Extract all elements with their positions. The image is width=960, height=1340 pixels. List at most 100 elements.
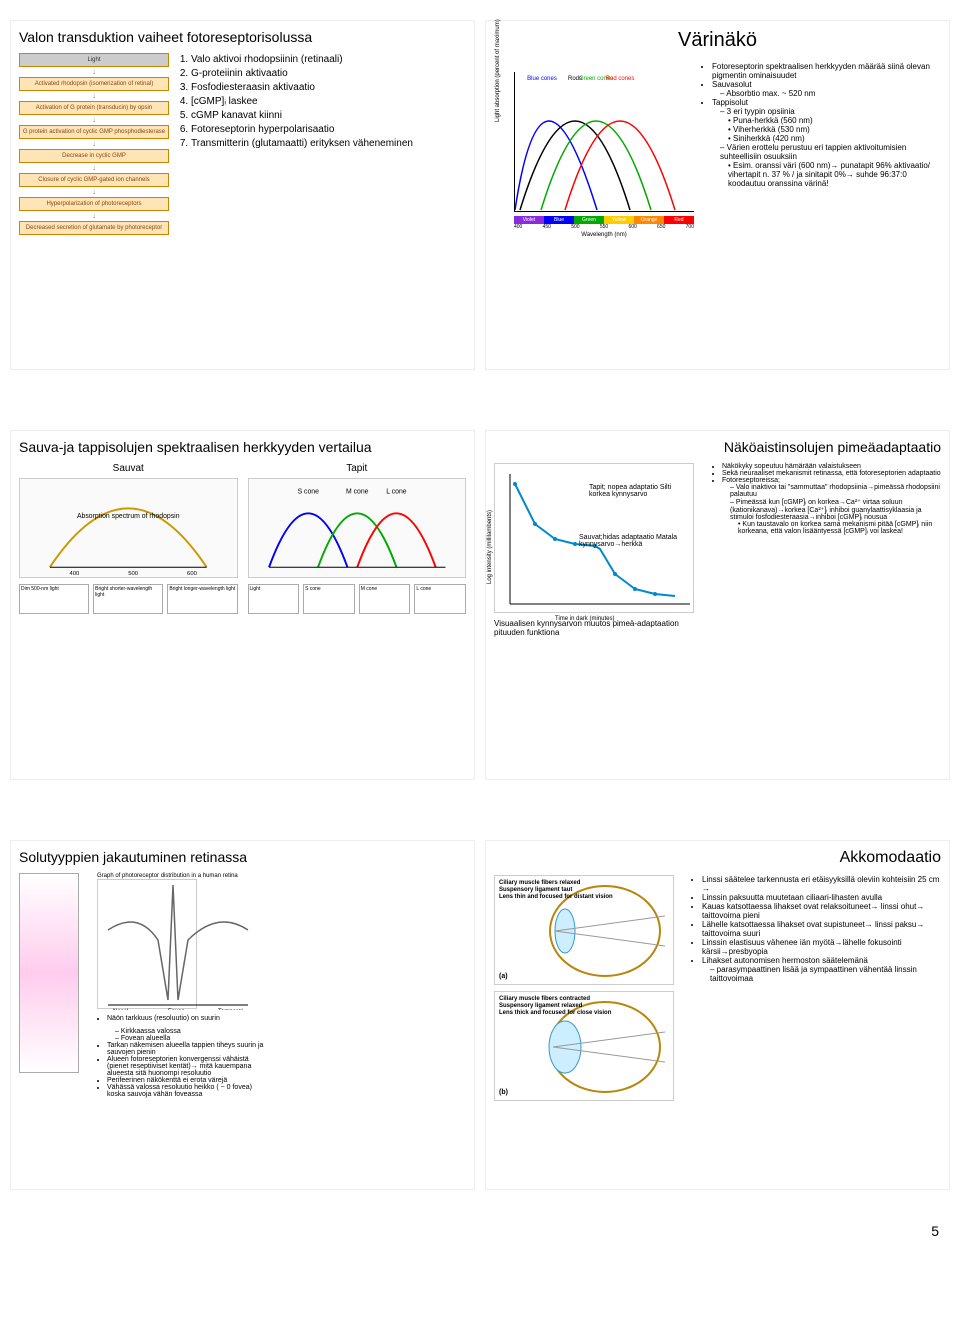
step-item: [cGMP]ᵢ laskee — [191, 95, 466, 109]
step-item: G-proteiinin aktivaatio — [191, 67, 466, 81]
arrow-down-icon: ↓ — [19, 189, 169, 195]
svg-text:Temporal: Temporal — [218, 1009, 243, 1010]
cascade-step: Activation of G protein (transducin) by … — [19, 101, 169, 115]
bullet: Tappisolut — [712, 98, 748, 107]
bullet: Absorbtio max. ~ 520 nm — [720, 89, 941, 98]
cascade-step: G protein activation of cyclic GMP phosp… — [19, 125, 169, 139]
cones-column: Tapit S coneM coneL cone LightS coneM co… — [248, 463, 467, 614]
step-item: Transmitterin (glutamaatti) erityksen vä… — [191, 137, 466, 151]
cones-annotation: Tapit; nopea adaptatio Silti korkea kynn… — [589, 484, 689, 498]
step-item: Fotoreseptorin hyperpolarisaatio — [191, 123, 466, 137]
bullet: Värien erottelu perustuu eri tappien akt… — [720, 143, 906, 161]
spectrum-segment: Orange — [634, 216, 664, 224]
slide-4: Näköaistinsolujen pimeäadaptaatio Tapit;… — [485, 430, 950, 780]
bullet: Kun taustavalo on korkea sama mekanismi … — [738, 521, 941, 535]
cascade-step: Decrease in cyclic GMP — [19, 149, 169, 163]
step-item: Fosfodiesteraasin aktivaatio — [191, 81, 466, 95]
retina-cross-section — [19, 873, 89, 1098]
response-cell: Bright shorter-wavelength light — [93, 584, 163, 614]
cascade-step: Hyperpolarization of photoreceptors — [19, 197, 169, 211]
slide-6-title: Akkomodaatio — [494, 849, 941, 867]
bullet: Esim. oranssi väri (600 nm)→ punatapit 9… — [728, 161, 941, 188]
spectrum-segment: Green — [574, 216, 604, 224]
ylabel: Light absorption (percent of maximum) — [495, 19, 501, 122]
spectrum-segment: Violet — [514, 216, 544, 224]
dark-adaptation-panel: Tapit; nopea adaptatio Silti korkea kynn… — [494, 463, 704, 637]
cascade-step: Light — [19, 53, 169, 67]
response-cell: Dim 500-nm light — [19, 584, 89, 614]
rods-column: Sauvat Absorption spectrum of rhodopsin … — [19, 463, 238, 614]
bullet: Kauas katsottaessa lihakset ovat relakso… — [702, 902, 941, 920]
bullet: Vähässä valossa resoluutio heikko ( ~ 0 … — [107, 1084, 267, 1098]
eye-fig-b: Ciliary muscle fibers contractedSuspenso… — [494, 991, 674, 1101]
cone-spectra-chart: S cone M cone L cone — [248, 478, 467, 578]
slide-5: Solutyyppien jakautuminen retinassa Grap… — [10, 840, 475, 1190]
svg-text:S cone: S cone — [297, 489, 319, 496]
bullet: 3 eri tyypin opsiinia — [727, 107, 795, 116]
response-cell: L cone — [414, 584, 466, 614]
arrow-down-icon: ↓ — [19, 165, 169, 171]
svg-text:400: 400 — [69, 571, 80, 577]
response-cell: Bright longer-wavelength light — [167, 584, 237, 614]
spectrum-segment: Yellow — [604, 216, 634, 224]
svg-text:500: 500 — [128, 571, 139, 577]
arrow-down-icon: ↓ — [19, 141, 169, 147]
slide-5-title: Solutyyppien jakautuminen retinassa — [19, 849, 466, 865]
transduction-steps: Valo aktivoi rhodopsiinin (retinaali)G-p… — [175, 53, 466, 235]
svg-text:Red cones: Red cones — [606, 76, 635, 82]
svg-text:M cone: M cone — [346, 489, 369, 496]
svg-text:L cone: L cone — [386, 489, 407, 496]
bullet: Alueen fotoreseptorien konvergenssi vähä… — [107, 1056, 267, 1077]
svg-text:Blue cones: Blue cones — [527, 76, 557, 82]
cascade-diagram: Light↓Activated rhodopsin (isomerization… — [19, 53, 169, 235]
bullet: Viherherkkä (530 nm) — [728, 125, 941, 134]
bullet: parasympaattinen lisää ja sympaattinen v… — [710, 965, 941, 983]
spectrum-bar: VioletBlueGreenYellowOrangeRed — [514, 216, 694, 224]
response-cell: Light — [248, 584, 300, 614]
cone-response-row: LightS coneM coneL cone — [248, 584, 467, 614]
arrow-down-icon: ↓ — [19, 117, 169, 123]
bullet: Fotoreseptorin spektraalisen herkkyyden … — [712, 62, 941, 80]
xlabel: Wavelength (nm) — [514, 232, 694, 238]
fig-a-label: (a) — [499, 973, 508, 980]
slide-5-bullets: Näön tarkkuus (resoluutio) on suurin Kir… — [97, 1015, 267, 1098]
svg-text:600: 600 — [187, 571, 198, 577]
svg-text:Nasal: Nasal — [113, 1009, 128, 1010]
bullet: Puna-herkkä (560 nm) — [728, 116, 941, 125]
bullet: Lihakset autonomisen hermoston säätelemä… — [702, 956, 868, 965]
rod-spectrum-chart: Absorption spectrum of rhodopsin 400 500… — [19, 478, 238, 578]
bullet: Fovean alueella — [115, 1035, 267, 1042]
slide-3: Sauva-ja tappisolujen spektraalisen herk… — [10, 430, 475, 780]
arrow-down-icon: ↓ — [19, 93, 169, 99]
ylabel: Log intensity (millilambents) — [487, 510, 493, 584]
bullet: Tarkan näkemisen alueella tappien tiheys… — [107, 1042, 267, 1056]
cascade-step: Decreased secretion of glutamate by phot… — [19, 221, 169, 235]
step-item: cGMP kanavat kiinni — [191, 109, 466, 123]
rods-annotation: Sauvat;hidas adaptaatio Matala kynnysarv… — [579, 534, 689, 548]
slide-6-bullets: Linssi säätelee tarkennusta eri etäisyyk… — [692, 875, 941, 1107]
bullet: Kirkkaassa valossa — [115, 1028, 267, 1035]
bullet: Lähelle katsottaessa lihakset ovat supis… — [702, 920, 941, 938]
slide-grid: Valon transduktion vaiheet fotoreseptori… — [10, 20, 950, 1190]
bullet: Pimeässä kun [cGMP]ᵢ on korkea→Ca²⁺ virt… — [730, 499, 922, 521]
page-number: 5 — [931, 1223, 939, 1239]
fig-b-label: (b) — [499, 1089, 508, 1096]
xlabel: Time in dark (minutes) — [555, 616, 614, 622]
bullet: Siniherkkä (420 nm) — [728, 134, 941, 143]
response-cell: M cone — [359, 584, 411, 614]
bullet: Sekä neuraaliset mekanismit retinassa, e… — [722, 470, 941, 477]
slide-4-bullets: Näkökyky sopeutuu hämärään valaistukseen… — [712, 463, 941, 637]
absorption-chart: Blue conesRodsGreen conesRed cones025507… — [494, 62, 694, 238]
arrow-down-icon: ↓ — [19, 213, 169, 219]
cones-label: Tapit — [248, 463, 467, 474]
response-cell: S cone — [303, 584, 355, 614]
receptor-density-chart: Nasal Temporal Fovea — [97, 879, 197, 1009]
slide-2-title: Värinäkö — [494, 29, 941, 52]
slide-1-title: Valon transduktion vaiheet fotoreseptori… — [19, 29, 466, 45]
bullet: Perifeerinen näkökenttä ei erota värejä — [107, 1077, 267, 1084]
step-item: Valo aktivoi rhodopsiinin (retinaali) — [191, 53, 466, 67]
rod-response-row: Dim 500-nm lightBright shorter-wavelengt… — [19, 584, 238, 614]
slide-2: Värinäkö Blue conesRodsGreen conesRed co… — [485, 20, 950, 370]
slide-3-title: Sauva-ja tappisolujen spektraalisen herk… — [19, 439, 466, 455]
eye-diagrams: Ciliary muscle fibers relaxedSuspensory … — [494, 875, 684, 1107]
